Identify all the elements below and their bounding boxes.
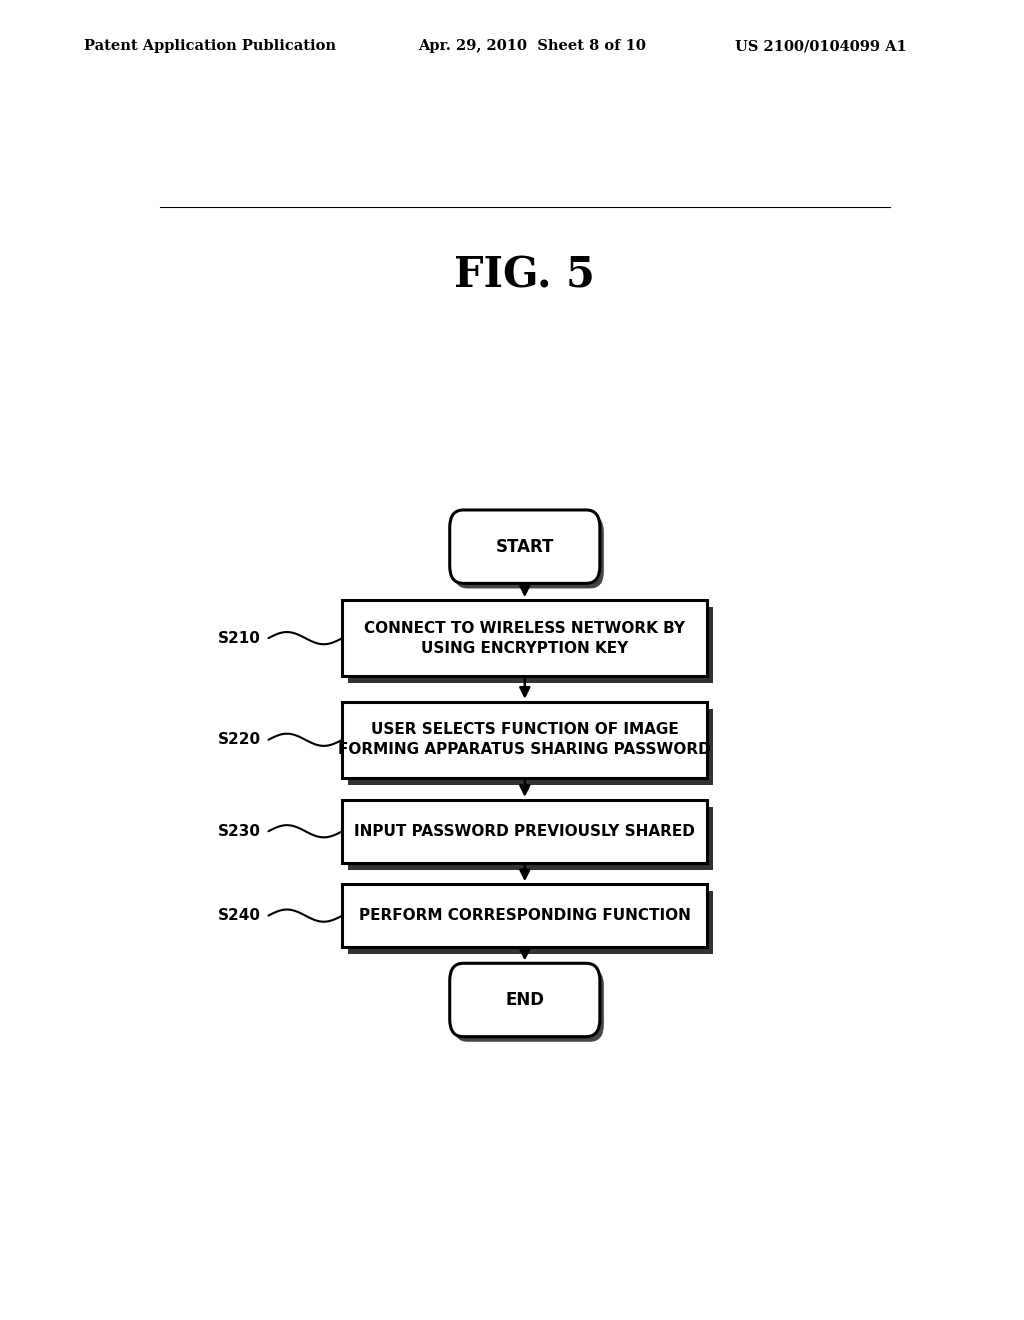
FancyBboxPatch shape: [450, 964, 600, 1036]
FancyBboxPatch shape: [348, 709, 713, 785]
FancyBboxPatch shape: [450, 510, 600, 583]
Text: START: START: [496, 537, 554, 556]
FancyBboxPatch shape: [454, 969, 604, 1041]
Text: S240: S240: [217, 908, 260, 923]
FancyBboxPatch shape: [342, 601, 708, 676]
Text: S210: S210: [218, 631, 260, 645]
Text: USER SELECTS FUNCTION OF IMAGE
FORMING APPARATUS SHARING PASSWORD: USER SELECTS FUNCTION OF IMAGE FORMING A…: [338, 722, 712, 758]
Text: S230: S230: [217, 824, 260, 838]
FancyBboxPatch shape: [342, 800, 708, 863]
FancyBboxPatch shape: [342, 884, 708, 948]
Text: Patent Application Publication: Patent Application Publication: [84, 40, 336, 53]
Text: S220: S220: [217, 733, 260, 747]
Text: PERFORM CORRESPONDING FUNCTION: PERFORM CORRESPONDING FUNCTION: [358, 908, 691, 923]
Text: US 2100/0104099 A1: US 2100/0104099 A1: [735, 40, 907, 53]
FancyBboxPatch shape: [454, 515, 604, 589]
Text: INPUT PASSWORD PREVIOUSLY SHARED: INPUT PASSWORD PREVIOUSLY SHARED: [354, 824, 695, 838]
Text: CONNECT TO WIRELESS NETWORK BY
USING ENCRYPTION KEY: CONNECT TO WIRELESS NETWORK BY USING ENC…: [365, 620, 685, 656]
Text: Apr. 29, 2010  Sheet 8 of 10: Apr. 29, 2010 Sheet 8 of 10: [418, 40, 646, 53]
FancyBboxPatch shape: [348, 607, 713, 684]
Text: END: END: [505, 991, 545, 1008]
FancyBboxPatch shape: [348, 807, 713, 870]
FancyBboxPatch shape: [342, 702, 708, 777]
Text: FIG. 5: FIG. 5: [455, 255, 595, 296]
FancyBboxPatch shape: [348, 891, 713, 954]
